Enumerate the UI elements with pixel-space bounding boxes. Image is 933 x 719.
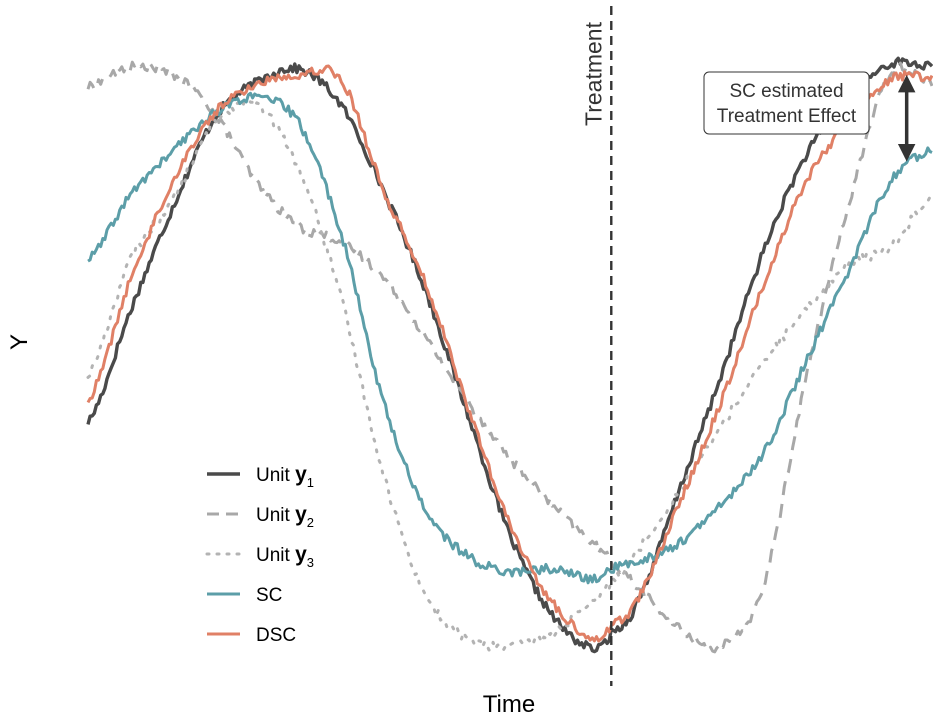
series-line-y1 — [86, 56, 933, 654]
legend-label-dsc: DSC — [256, 625, 296, 646]
legend: Unit y1 Unit y2 Unit y3 SC DSC — [205, 463, 314, 646]
annotation-box — [703, 71, 870, 135]
series-line-sc — [87, 91, 933, 585]
treatment-effect-annotation: SC estimated Treatment Effect — [703, 71, 916, 162]
legend-label-y3: Unit y3 — [256, 543, 314, 570]
series-layer — [86, 56, 933, 654]
series-line-dsc — [86, 64, 933, 643]
annotation-text-line-2: Treatment Effect — [717, 106, 857, 127]
series-line-y2 — [86, 60, 933, 654]
annotation-text-line-1: SC estimated — [729, 81, 843, 102]
legend-label-y1: Unit y1 — [256, 463, 314, 490]
treatment-label: Treatment — [580, 21, 606, 126]
legend-label-sc: SC — [256, 585, 282, 606]
series-line-y3 — [86, 97, 933, 652]
x-axis-label: Time — [483, 691, 535, 718]
y-axis-label: Y — [6, 334, 33, 350]
legend-label-y2: Unit y2 — [256, 503, 314, 530]
